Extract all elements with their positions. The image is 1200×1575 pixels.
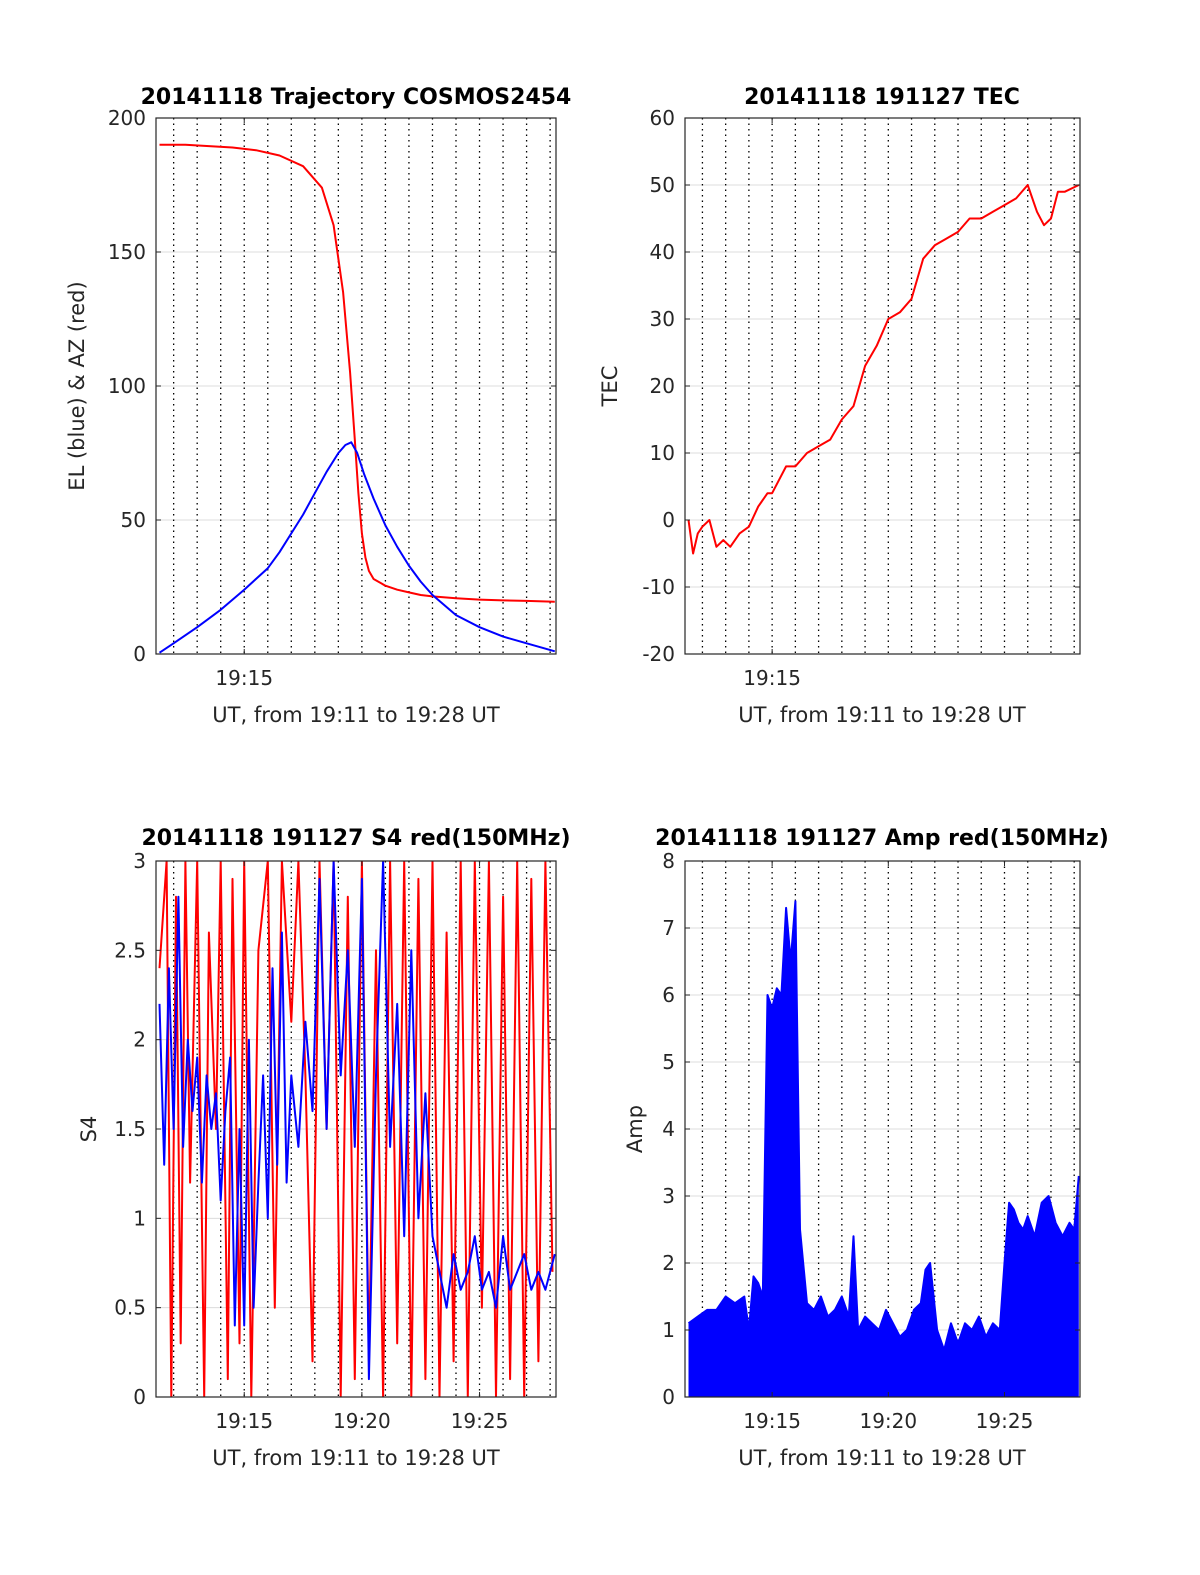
amp-ytick-label: 7 [662,916,675,940]
panel-tec: 20141118 191127 TEC TEC UT, from 19:11 t… [598,85,1081,727]
amp-ytick-label: 8 [662,849,675,873]
trajectory-xlabel: UT, from 19:11 to 19:28 UT [212,703,500,727]
tec-ytick-label: 30 [650,307,675,331]
amp-ylabel: Amp [623,1105,647,1153]
tec-plot-area: -20 -10 0 10 20 30 40 50 60 19:15 [642,106,1081,690]
trajectory-plot-area: 0 50 100 150 200 19:15 [108,106,557,690]
amp-plot-area: 0 1 2 3 4 5 6 7 8 19:15 19:20 19:25 [662,849,1081,1433]
s4-xlabel: UT, from 19:11 to 19:28 UT [212,1446,500,1470]
s4-ytick-label: 1.5 [114,1117,146,1141]
s4-ytick-label: 0.5 [114,1296,146,1320]
amp-xtick-label: 19:20 [859,1409,917,1433]
amp-ytick-label: 1 [662,1318,675,1342]
amp-ytick-label: 3 [662,1184,675,1208]
trajectory-series-1-line [158,441,556,654]
amp-series-0-fill [688,901,1079,1397]
trajectory-series-0-line [159,143,555,603]
amp-ytick-label: 0 [662,1385,675,1409]
panel-s4: 20141118 191127 S4 red(150MHz) S4 UT, fr… [77,826,571,1470]
trajectory-series-group [158,143,556,654]
trajectory-ytick-label: 50 [121,508,146,532]
tec-ytick-label: 60 [650,106,675,130]
tec-ytick-label: 50 [650,173,675,197]
amp-series-group [687,900,1080,1397]
amp-ytick-label: 5 [662,1050,675,1074]
tec-series-group [687,184,1080,555]
tec-ylabel: TEC [598,366,622,408]
tec-ytick-label: -20 [642,642,675,666]
s4-series-group [158,861,556,1397]
s4-xtick-label: 19:15 [215,1409,273,1433]
tec-title: 20141118 191127 TEC [744,85,1020,110]
s4-ytick-label: 3 [133,849,146,873]
amp-ytick-label: 4 [662,1117,675,1141]
s4-series-0-line [158,861,554,1397]
panel-amp: 20141118 191127 Amp red(150MHz) Amp UT, … [623,826,1109,1470]
trajectory-xtick-label: 19:15 [215,666,273,690]
tec-ytick-label: 40 [650,240,675,264]
s4-title: 20141118 191127 S4 red(150MHz) [141,826,570,851]
tec-xtick-label: 19:15 [743,666,801,690]
tec-ytick-label: -10 [642,575,675,599]
s4-plot-area: 0 0.5 1 1.5 2 2.5 3 19:15 19:20 19:25 [114,849,557,1433]
trajectory-ytick-label: 0 [133,642,146,666]
s4-xtick-label: 19:20 [333,1409,391,1433]
s4-series-1-line [158,861,556,1381]
amp-ytick-label: 2 [662,1251,675,1275]
trajectory-ytick-label: 150 [108,240,146,264]
tec-ytick-label: 10 [650,441,675,465]
amp-xlabel: UT, from 19:11 to 19:28 UT [738,1446,1026,1470]
trajectory-ylabel: EL (blue) & AZ (red) [65,281,89,490]
s4-ylabel: S4 [77,1116,101,1143]
amp-xtick-label: 19:25 [976,1409,1034,1433]
s4-ytick-label: 2.5 [114,938,146,962]
amp-ytick-label: 6 [662,983,675,1007]
s4-ytick-label: 1 [133,1206,146,1230]
trajectory-title: 20141118 Trajectory COSMOS2454 [141,85,572,110]
trajectory-ytick-label: 100 [108,374,146,398]
amp-xtick-label: 19:15 [743,1409,801,1433]
tec-xlabel: UT, from 19:11 to 19:28 UT [738,703,1026,727]
amp-series-0-line [687,900,1080,1352]
s4-xtick-label: 19:25 [451,1409,509,1433]
s4-ytick-label: 0 [133,1385,146,1409]
s4-ytick-label: 2 [133,1028,146,1052]
panel-trajectory: 20141118 Trajectory COSMOS2454 EL (blue)… [65,85,571,727]
tec-ytick-label: 0 [662,508,675,532]
amp-title: 20141118 191127 Amp red(150MHz) [655,826,1109,851]
tec-ytick-label: 20 [650,374,675,398]
tec-series-0-line [687,184,1080,555]
trajectory-ytick-label: 200 [108,106,146,130]
